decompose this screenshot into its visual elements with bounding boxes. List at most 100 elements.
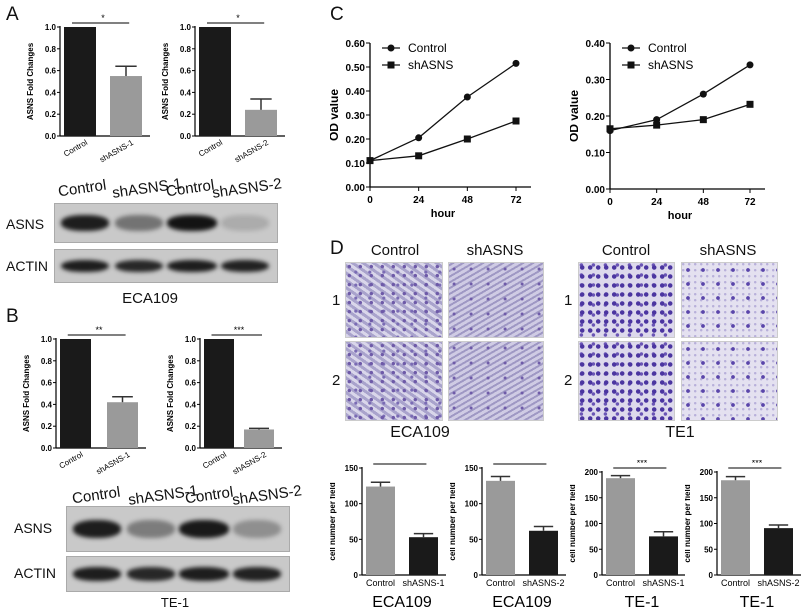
micrograph-control-1 <box>345 262 443 338</box>
blot-band <box>167 215 217 231</box>
x-tick-label: 72 <box>510 195 522 206</box>
panel-label-d: D <box>330 238 344 259</box>
x-axis-label: hour <box>668 210 693 222</box>
y-tick-label: 0.10 <box>346 159 366 170</box>
chart-c1-od-growth: 0.00 0.10 0.20 0.30 0.40 0.50 0.60 0 24 48 72 hour O… <box>330 39 531 220</box>
y-tick-label: 0.50 <box>346 63 366 74</box>
image-caption: TE1 <box>665 424 695 441</box>
row-label-asns: ASNS <box>14 520 53 536</box>
y-tick-label: 50 <box>469 535 478 544</box>
y-tick-label: 100 <box>345 500 359 509</box>
bar-shasns-2 <box>245 109 277 136</box>
chart-d4-cell-count: 0 50 100 150 200 cell number per field Control… <box>685 460 801 610</box>
micrograph-control-2 <box>345 341 443 421</box>
y-tick-label: 0.00 <box>346 183 366 194</box>
data-point-shasns <box>463 135 471 143</box>
y-tick-label: 0.40 <box>586 39 606 50</box>
bar-shasns-1 <box>409 537 438 575</box>
panel-label-c: C <box>330 4 344 25</box>
y-tick-label: 0.4 <box>180 88 192 97</box>
column-label: Control <box>370 242 420 259</box>
row-label: 1 <box>332 292 341 309</box>
x-tick-label: 24 <box>651 197 663 208</box>
x-tick-label: shASNS-1 <box>402 578 444 588</box>
micrograph-shasns-1 <box>681 262 778 338</box>
micrograph-shasns-2 <box>681 341 778 421</box>
bar-control <box>64 27 96 136</box>
data-point-shasns <box>512 117 520 125</box>
bar-shasns-2 <box>764 528 793 575</box>
asns-blot-strip <box>54 203 278 243</box>
chart-a1-asns-fold: 0.0 0.2 0.4 0.6 0.8 1.0 ASNS Fold Changes Contr… <box>26 13 150 164</box>
chart-b2-asns-fold: 0.0 0.2 0.4 0.6 0.8 1.0 ASNS Fold Changes Contr… <box>166 325 282 477</box>
y-tick-label: 150 <box>345 464 359 473</box>
asns-blot-strip <box>66 506 290 552</box>
x-tick-label: shASNS-2 <box>231 450 268 477</box>
legend-marker-circle <box>387 44 395 52</box>
blot-band <box>221 215 269 231</box>
row-label: 1 <box>564 292 573 309</box>
y-tick-label: 0 <box>709 571 714 580</box>
y-tick-label: 150 <box>465 464 479 473</box>
column-label: shASNS <box>466 242 524 259</box>
row-label-asns: ASNS <box>6 216 45 232</box>
x-axis-label: hour <box>431 208 456 220</box>
data-point-shasns <box>699 116 707 124</box>
row-label: 2 <box>564 372 573 389</box>
legend-marker-circle <box>627 44 635 52</box>
y-axis-label: OD value <box>570 90 581 142</box>
significance-stars: *** <box>752 460 763 468</box>
blot-band <box>233 567 281 581</box>
chart-a2-asns-fold: 0.0 0.2 0.4 0.6 0.8 1.0 ASNS Fold Changes Contr… <box>161 13 285 164</box>
y-tick-label: 0.20 <box>346 135 366 146</box>
chart-d2-cell-count: 0 50 100 150 cell number per field Control shA… <box>450 460 566 610</box>
row-label-actin: ACTIN <box>14 565 56 581</box>
x-tick-label: 48 <box>462 195 474 206</box>
y-axis-label: ASNS Fold Changes <box>22 354 31 432</box>
y-tick-label: 0.0 <box>45 132 57 141</box>
series-line-shasns <box>609 103 751 130</box>
y-tick-label: 0.6 <box>45 67 57 76</box>
legend-label: shASNS <box>408 58 453 72</box>
y-axis-label: cell number per field <box>330 482 337 560</box>
blot-band <box>61 259 109 273</box>
y-tick-label: 0.20 <box>586 112 606 123</box>
significance-stars: ** <box>398 460 406 464</box>
x-tick-label: Control <box>58 450 85 471</box>
data-point-control <box>415 134 423 142</box>
blot-band <box>73 567 121 581</box>
y-tick-label: 50 <box>589 545 598 554</box>
blot-band <box>221 259 269 273</box>
lane-label: Control <box>57 176 108 201</box>
data-point-shasns <box>746 100 754 108</box>
x-tick-label: 72 <box>744 197 756 208</box>
significance-stars: ** <box>518 460 526 464</box>
blot-caption: TE-1 <box>160 595 190 610</box>
legend-marker-square <box>387 61 395 69</box>
blot-band <box>233 520 281 538</box>
y-tick-label: 1.0 <box>180 23 192 32</box>
actin-blot-strip <box>54 249 278 283</box>
y-tick-label: 0.4 <box>41 400 53 409</box>
y-tick-label: 0.0 <box>41 444 53 453</box>
y-tick-label: 0.10 <box>586 149 606 160</box>
bar-control <box>606 478 635 575</box>
group-label: ECA109 <box>372 594 432 610</box>
x-tick-label: Control <box>366 578 395 588</box>
actin-blot-strip <box>66 556 290 592</box>
legend-label: Control <box>408 41 447 55</box>
x-tick-label: shASNS-1 <box>95 450 132 477</box>
y-axis-label: cell number per field <box>685 484 692 562</box>
row-label: 2 <box>332 372 341 389</box>
blot-band <box>179 520 229 538</box>
y-tick-label: 0.4 <box>45 88 57 97</box>
data-point-control <box>463 93 471 101</box>
y-tick-label: 1.0 <box>41 335 53 344</box>
y-tick-label: 0.8 <box>180 45 192 54</box>
blot-band <box>127 567 175 581</box>
bar-control <box>721 480 750 575</box>
y-tick-label: 0.2 <box>41 422 53 431</box>
significance-stars: *** <box>637 460 648 468</box>
y-tick-label: 200 <box>585 468 599 477</box>
data-point-shasns <box>606 125 614 133</box>
